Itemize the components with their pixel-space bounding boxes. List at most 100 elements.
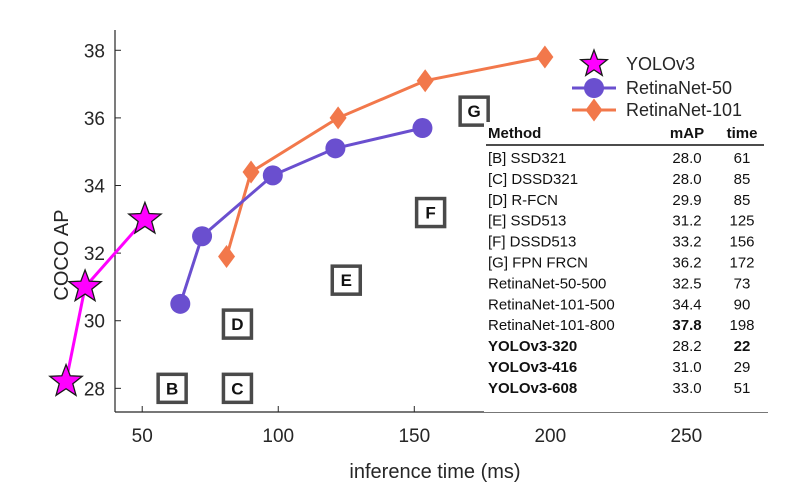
table-cell-method: RetinaNet-101-500 (488, 296, 615, 313)
series-line (64, 218, 147, 382)
table-cell-time: 73 (734, 275, 751, 292)
table-row: RetinaNet-101-500 34.4 90 (488, 296, 750, 313)
y-tick-label: 30 (84, 312, 105, 333)
point-label-b: B (156, 372, 188, 405)
table-cell-time: 125 (729, 213, 754, 230)
table-cell-map: 28.0 (672, 150, 701, 167)
svg-text:YOLOv3: YOLOv3 (626, 54, 695, 74)
svg-text:RetinaNet-50: RetinaNet-50 (626, 78, 732, 98)
point-label-e: E (330, 264, 363, 296)
data-point (126, 200, 163, 235)
data-point (412, 118, 433, 139)
table-row: [F] DSSD513 33.2 156 (488, 234, 755, 251)
legend-entry-retinanet-50: RetinaNet-50 (572, 78, 732, 98)
table-cell-method: [B] SSD321 (488, 150, 566, 167)
table-cell-map: 29.9 (672, 192, 701, 209)
legend-entry-yolov3: YOLOv3 (578, 48, 695, 77)
y-tick-label: 32 (84, 244, 105, 265)
svg-text:F: F (425, 204, 435, 223)
data-point (536, 45, 554, 69)
x-tick-label: 250 (671, 426, 703, 447)
y-tick-label: 34 (84, 177, 106, 198)
x-tick-label: 200 (534, 426, 566, 447)
table-cell-map: 34.4 (672, 296, 701, 313)
svg-text:B: B (166, 379, 178, 398)
series-retinanet-50 (170, 118, 433, 314)
table-cell-map: 28.0 (672, 171, 701, 188)
legend-entry-retinanet-101: RetinaNet-101 (572, 98, 742, 122)
axes: 50 100 150 200 250 28 30 32 34 36 38 (84, 30, 768, 447)
table-cell-map: 33.2 (672, 234, 701, 251)
table-cell-time: 22 (734, 338, 751, 355)
table-row: [D] R-FCN 29.9 85 (488, 192, 750, 209)
table-row: YOLOv3-320 28.2 22 (488, 338, 750, 355)
data-point (170, 293, 191, 314)
y-tick-label: 28 (84, 379, 105, 400)
table-cell-time: 61 (734, 150, 751, 167)
table-cell-method: YOLOv3-320 (488, 338, 577, 355)
table-cell-map: 33.0 (672, 380, 701, 397)
x-tick-label: 100 (262, 426, 294, 447)
svg-text:G: G (468, 102, 481, 121)
svg-text:RetinaNet-101: RetinaNet-101 (626, 100, 742, 120)
table-cell-method: RetinaNet-101-800 (488, 317, 615, 334)
table-cell-method: YOLOv3-416 (488, 359, 577, 376)
table-row: [E] SSD513 31.2 125 (488, 213, 755, 230)
series-line (178, 126, 423, 305)
svg-text:C: C (231, 379, 243, 398)
table-cell-map: 36.2 (672, 255, 701, 272)
x-tick-label: 150 (398, 426, 430, 447)
series-yolov3 (48, 200, 163, 397)
table-cell-map: 37.8 (672, 317, 701, 334)
svg-text:E: E (341, 271, 352, 290)
point-label-d: D (221, 308, 254, 340)
table-row: YOLOv3-416 31.0 29 (488, 359, 750, 376)
table-cell-time: 29 (734, 359, 751, 376)
table-cell-map: 31.2 (672, 213, 701, 230)
table-cell-method: [C] DSSD321 (488, 171, 578, 188)
table-header-method: Method (488, 125, 541, 142)
x-axis-label: inference time (ms) (349, 461, 520, 483)
table-cell-method: [E] SSD513 (488, 213, 566, 230)
data-point (67, 268, 104, 303)
table-row: [C] DSSD321 28.0 85 (488, 171, 750, 188)
point-label-g: G (458, 95, 490, 127)
table-cell-method: [G] FPN FRCN (488, 255, 588, 272)
point-label-f: F (414, 196, 447, 229)
table-cell-method: [D] R-FCN (488, 192, 558, 209)
table-cell-method: RetinaNet-50-500 (488, 275, 606, 292)
table-cell-time: 85 (734, 192, 751, 209)
table-cell-time: 172 (729, 255, 754, 272)
table-row: YOLOv3-608 33.0 51 (488, 380, 750, 397)
table-cell-map: 32.5 (672, 275, 701, 292)
table-row: RetinaNet-101-800 37.8 198 (488, 317, 755, 334)
table-header-time: time (727, 125, 758, 142)
data-point (192, 226, 213, 247)
table-cell-time: 51 (734, 380, 751, 397)
point-labels: B C D E F G (156, 95, 490, 405)
data-point (416, 69, 434, 93)
table-row: [G] FPN FRCN 36.2 172 (488, 255, 755, 272)
data-point (329, 106, 347, 130)
y-tick-label: 38 (84, 41, 105, 62)
results-table: Method mAP time [B] SSD321 28.0 61 [C] DSSD321… (484, 122, 768, 412)
table-cell-time: 156 (729, 234, 754, 251)
point-label-c: C (221, 372, 254, 405)
table-cell-time: 198 (729, 317, 754, 334)
table-cell-method: YOLOv3-608 (488, 380, 577, 397)
table-cell-time: 85 (734, 171, 751, 188)
data-point (48, 362, 84, 397)
data-point (242, 160, 260, 184)
svg-text:D: D (231, 315, 243, 334)
data-point (262, 165, 283, 186)
data-point (325, 138, 346, 159)
table-cell-time: 90 (734, 296, 751, 313)
series (48, 45, 554, 397)
table-cell-map: 31.0 (672, 359, 701, 376)
table-cell-method: [F] DSSD513 (488, 234, 576, 251)
y-axis-label: COCO AP (51, 209, 73, 300)
table-header-map: mAP (670, 125, 704, 142)
y-tick-label: 36 (84, 109, 105, 130)
